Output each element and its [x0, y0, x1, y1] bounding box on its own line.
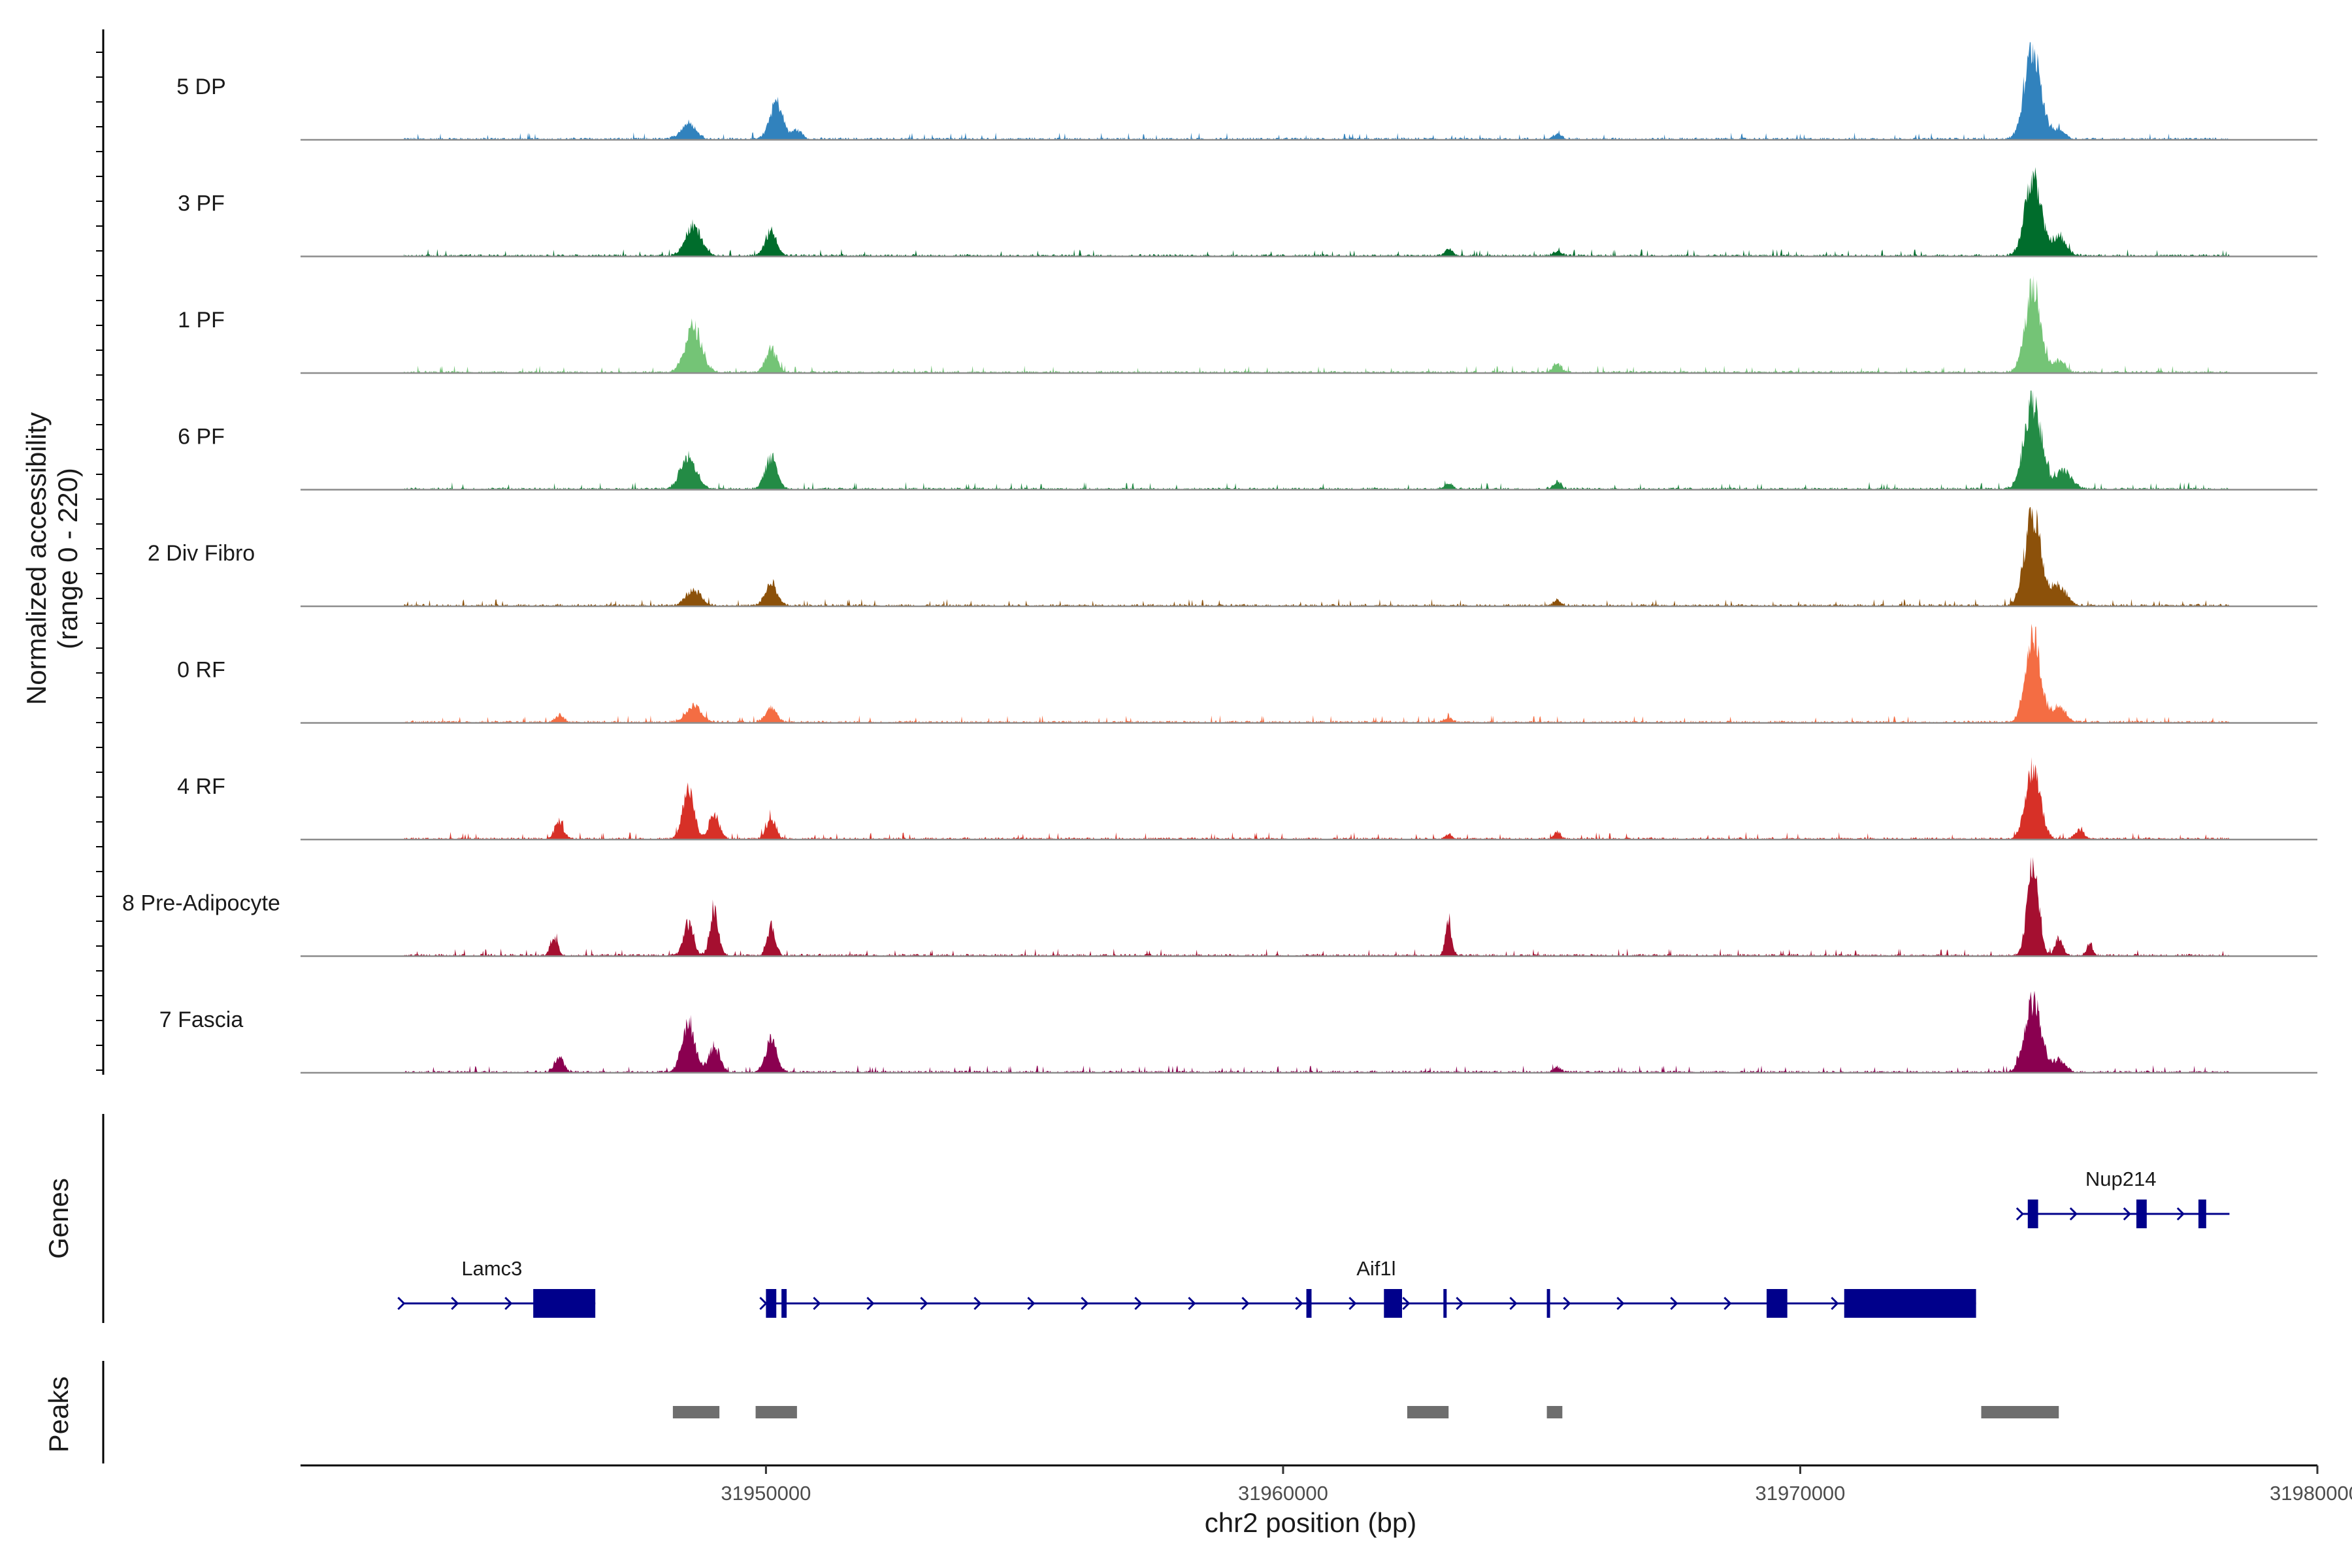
strand-arrow — [1295, 1296, 1303, 1311]
y-axis-title: Normalized accessibility (range 0 - 220) — [21, 412, 83, 705]
x-axis-title: chr2 position (bp) — [1205, 1507, 1417, 1538]
gene-label: Nup214 — [2085, 1168, 2157, 1190]
coverage-area — [404, 275, 2230, 373]
coverage-area — [404, 42, 2230, 140]
track-5-dp: 5 DP — [176, 42, 2317, 141]
track-label: 7 Fascia — [159, 1007, 244, 1032]
gene-exon — [2027, 1200, 2038, 1228]
strand-arrow — [2069, 1207, 2078, 1221]
strand-arrow — [1723, 1296, 1732, 1311]
strand-arrow — [1670, 1296, 1678, 1311]
gene-exon — [1546, 1289, 1550, 1318]
gene-exon — [1306, 1289, 1312, 1318]
peak-region — [1981, 1406, 2059, 1418]
strand-arrow — [1831, 1296, 1839, 1311]
peaks-panel-label: Peaks — [43, 1377, 74, 1453]
coverage-area — [404, 857, 2230, 956]
x-tick-label: 31980000 — [2270, 1482, 2352, 1505]
strand-arrow — [920, 1296, 928, 1311]
coverage-area — [404, 390, 2230, 490]
x-tick-label: 31960000 — [1238, 1482, 1328, 1505]
strand-arrow — [1456, 1296, 1464, 1311]
gene-exon — [1384, 1289, 1402, 1318]
gene-exon — [2198, 1200, 2206, 1228]
strand-arrow — [2016, 1207, 2024, 1221]
strand-arrow — [1616, 1296, 1625, 1311]
coverage-area — [404, 623, 2230, 723]
gene-aif1l: Aif1l — [759, 1257, 1976, 1318]
strand-arrow — [1402, 1296, 1411, 1311]
y-axis-title-line2: (range 0 - 220) — [52, 468, 83, 649]
gene-label: Aif1l — [1356, 1257, 1396, 1280]
track-label: 5 DP — [176, 74, 226, 99]
strand-arrow — [2176, 1207, 2185, 1221]
track-label: 0 RF — [177, 658, 225, 683]
track-4-rf: 4 RF — [177, 757, 2317, 841]
peak-region — [672, 1406, 720, 1418]
strand-arrow — [1509, 1296, 1518, 1311]
coverage-area — [404, 507, 2230, 606]
strand-arrow — [866, 1296, 875, 1311]
gene-exon — [2136, 1200, 2147, 1228]
genes-panel: Genes Lamc3 Aif1l Nup214 — [43, 1114, 2230, 1323]
strand-arrow — [1241, 1296, 1250, 1311]
strand-arrow — [813, 1296, 821, 1311]
x-tick-label: 31950000 — [721, 1482, 811, 1505]
peak-region — [1546, 1406, 1563, 1418]
strand-arrow — [1027, 1296, 1036, 1311]
gene-exon — [533, 1289, 596, 1318]
strand-arrow — [1134, 1296, 1143, 1311]
peak-region — [755, 1406, 797, 1418]
gene-lamc3: Lamc3 — [397, 1257, 596, 1318]
genes-panel-label: Genes — [43, 1178, 74, 1259]
gene-label: Lamc3 — [461, 1257, 522, 1280]
gene-nup214: Nup214 — [2016, 1168, 2230, 1228]
peak-region — [1407, 1406, 1449, 1418]
strand-arrow — [973, 1296, 982, 1311]
track-0-rf: 0 RF — [177, 623, 2317, 724]
track-8-pre-adipocyte: 8 Pre-Adipocyte — [122, 857, 2317, 957]
track-label: 1 PF — [178, 308, 225, 333]
x-axis: chr2 position (bp) 31950000 31960000 31970… — [301, 1464, 2352, 1538]
strand-arrow — [1348, 1296, 1357, 1311]
accessibility-tracks: 5 DP 3 PF 1 PF 6 PF 2 Div Fibro 0 RF 4 RF 8 Pre… — [96, 29, 2317, 1075]
gene-exon — [1443, 1289, 1447, 1318]
gene-exon — [781, 1289, 787, 1318]
strand-arrow — [451, 1296, 459, 1311]
strand-arrow — [1563, 1296, 1571, 1311]
gene-exon — [766, 1289, 777, 1318]
gene-exon — [1844, 1289, 1976, 1318]
peaks-panel: Peaks — [43, 1361, 2059, 1463]
coverage-area — [404, 990, 2230, 1073]
track-label: 2 Div Fibro — [148, 541, 255, 566]
coverage-area — [404, 757, 2230, 840]
gene-exon — [1767, 1289, 1788, 1318]
y-axis-title-line1: Normalized accessibility — [21, 412, 52, 705]
track-label: 3 PF — [178, 191, 225, 216]
strand-arrow — [397, 1296, 406, 1311]
strand-arrow — [1188, 1296, 1196, 1311]
strand-arrow — [759, 1296, 768, 1311]
track-7-fascia: 7 Fascia — [159, 990, 2317, 1074]
strand-arrow — [1081, 1296, 1089, 1311]
track-6-pf: 6 PF — [178, 390, 2317, 491]
track-1-pf: 1 PF — [178, 275, 2317, 374]
track-label: 8 Pre-Adipocyte — [122, 891, 280, 916]
strand-arrow — [504, 1296, 513, 1311]
track-3-pf: 3 PF — [178, 167, 2317, 257]
track-label: 4 RF — [177, 774, 225, 799]
track-2-div-fibro: 2 Div Fibro — [148, 507, 2317, 608]
x-tick-label: 31970000 — [1755, 1482, 1845, 1505]
strand-arrow — [2123, 1207, 2131, 1221]
track-label: 6 PF — [178, 425, 225, 449]
coverage-area — [404, 167, 2230, 257]
